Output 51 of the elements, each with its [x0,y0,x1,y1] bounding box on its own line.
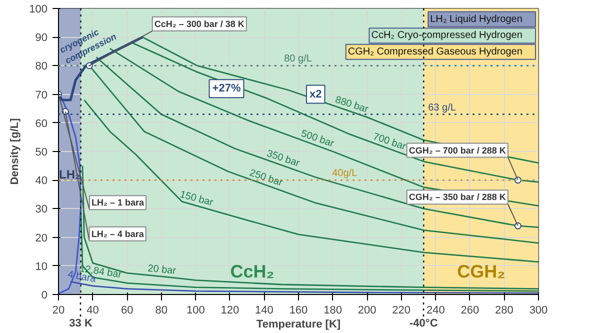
annotation: LH₂ – 1 bara [92,198,146,208]
y-tick-label: 50 [35,146,48,158]
annotation: LH₂ – 4 bara [91,228,145,239]
text: 700 bar [372,131,408,153]
y-tick-label: 10 [35,260,48,273]
x-tick-label: 60 [120,304,134,316]
x-tick-label: 120 [220,304,240,316]
x-axis-title: Temperature [K] [256,318,341,330]
text: 500 bar [300,128,336,150]
text: 20 bar [147,263,178,277]
y-tick-label: 90 [35,32,48,44]
text: 350 bar [265,148,302,170]
annotation: CGH₂ – 350 bar / 288 K [408,192,506,202]
text: 880 bar [334,94,370,116]
annotation: x2 [310,88,322,100]
x-tick-label: 80 [155,304,168,316]
annotation: CGH₂ – 700 bar / 288 K [408,145,506,156]
band-label: CGH₂ [457,262,506,282]
y-tick-label: 20 [35,232,48,244]
x-tick-label: 220 [392,304,411,316]
y-tick-label: 70 [35,89,48,102]
x-tick-label: 20 [52,304,65,316]
y-tick-label: 80 [35,60,48,73]
band-label: CcH₂ [230,262,274,282]
annotation: CcH₂ – 300 bar / 38 K [154,18,245,29]
y-tick-label: 40 [35,175,48,188]
y-tick-label: 30 [35,204,48,216]
x-tick-label: 240 [426,304,445,316]
x-tick-label: 160 [289,304,308,316]
y-tick-label: 60 [35,118,48,130]
x-tick-label: 200 [358,304,376,316]
x-tick-label: 140 [255,304,274,316]
x-tick-label: 280 [495,304,514,316]
y-tick-label: 100 [29,4,48,16]
x-tick-label: 260 [460,304,480,316]
annotation: +27% [212,82,241,95]
ref-line-label: -40°C [410,318,438,330]
x-tick-label: 180 [324,304,342,316]
y-tick-label: 0 [41,290,48,302]
x-tick-label: 100 [186,304,205,316]
text: CcH₂ Cryo-compressed Hydrogen [371,30,522,42]
ref-line-label: 80 g/L [284,54,312,65]
ref-line-label: 33 K [69,318,92,330]
text: LH₂ Liquid Hydrogen [430,14,522,25]
text: CGH₂ Compressed Gaseous Hydrogen [348,46,522,58]
ref-line-label: 40g/L [332,168,358,180]
text: 150 bar [178,189,215,209]
x-tick-label: 300 [529,304,548,316]
x-tick-label: 40 [86,304,99,316]
y-axis-title: Density [g/L] [9,118,22,185]
ref-line-label: 63 g/L [428,102,456,114]
